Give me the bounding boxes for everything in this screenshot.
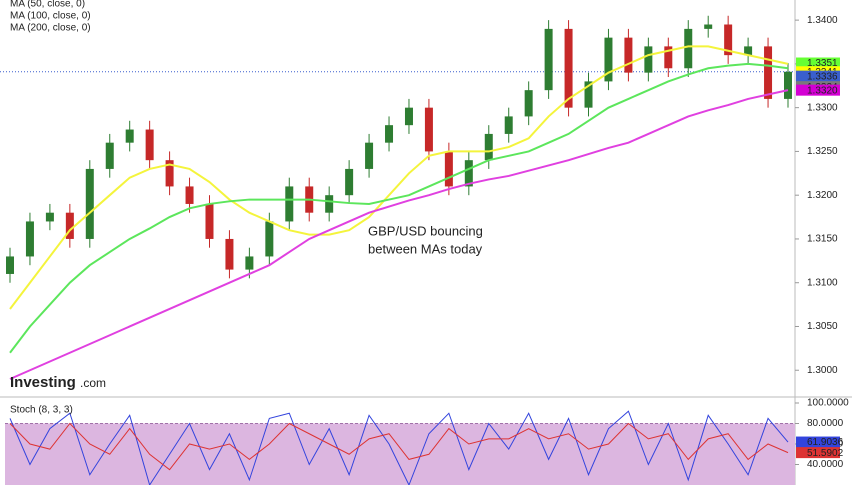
candle-body <box>404 107 413 126</box>
price-tag <box>796 84 840 96</box>
panel-title: Stoch (8, 3, 3) <box>10 405 73 416</box>
price-tag-label: 61.9036 <box>807 437 844 448</box>
candle-body <box>504 116 513 134</box>
y-tick-label: 1.3300 <box>807 102 838 113</box>
candle-body <box>584 81 593 108</box>
candle-body <box>524 90 533 117</box>
y-tick-label: 80.0000 <box>807 418 844 429</box>
price-tag <box>796 447 840 459</box>
candle-body <box>125 129 134 143</box>
y-tick-label: 1.3100 <box>807 277 838 288</box>
candle-body <box>385 125 394 143</box>
candle-body <box>145 129 154 161</box>
y-tick-label: 1.3050 <box>807 321 838 332</box>
candle-body <box>325 195 334 213</box>
candle-body <box>764 46 773 99</box>
moving-average-line <box>9 89 789 380</box>
price-tag-label: 1.3351 <box>807 58 838 69</box>
candle-body <box>704 24 713 29</box>
candle-body <box>205 203 214 239</box>
price-tag-label: 1.3336 <box>807 71 838 82</box>
candle-body <box>664 46 673 69</box>
candle-body <box>464 160 473 187</box>
candle-body <box>345 168 354 196</box>
candle-body <box>624 37 633 73</box>
candle-body <box>564 28 573 108</box>
price-tag <box>796 57 840 69</box>
candle-body <box>25 221 34 257</box>
y-tick-label: 40.0000 <box>807 459 844 470</box>
price-tag <box>796 436 840 448</box>
candle-body <box>105 142 114 169</box>
logo-suffix: .com <box>80 376 106 390</box>
candle-body <box>644 46 653 73</box>
candle-body <box>604 37 613 82</box>
candle-body <box>225 238 234 270</box>
candle-body <box>245 256 254 270</box>
annotation: between MAs today <box>368 241 483 256</box>
candle-body <box>65 212 74 239</box>
price-tag-label: 1.3320 <box>807 85 838 96</box>
oscillator-line <box>9 422 789 471</box>
y-tick-label: 100.0000 <box>807 398 849 409</box>
price-tag <box>796 70 840 82</box>
candle-body <box>6 256 14 274</box>
y-tick-label: 1.3000 <box>807 365 838 376</box>
y-tick-label: 1.3400 <box>807 15 838 26</box>
candle-body <box>365 142 374 169</box>
y-tick-label: 1.3150 <box>807 234 838 245</box>
candle-body <box>265 221 274 257</box>
candle-body <box>45 212 54 222</box>
candle-body <box>784 71 792 99</box>
oscillator-line <box>9 410 789 485</box>
candle-body <box>544 28 553 91</box>
candle-body <box>424 107 433 152</box>
y-tick-label: 1.3200 <box>807 190 838 201</box>
price-tag-label: 51.5902 <box>807 448 844 459</box>
legend-entry: MA (100, close, 0) <box>10 11 91 22</box>
annotation: GBP/USD bouncing <box>368 223 483 238</box>
candle-body <box>285 186 294 222</box>
candle-body <box>185 186 194 204</box>
y-tick-label: 1.3250 <box>807 146 838 157</box>
moving-average-line <box>9 62 789 354</box>
oscillator-band <box>5 423 795 485</box>
candle-body <box>484 133 493 161</box>
candle-body <box>165 160 174 187</box>
logo: Investing <box>10 374 76 391</box>
legend-entry: MA (200, close, 0) <box>10 23 91 34</box>
candle-body <box>85 168 94 239</box>
candle-body <box>744 46 753 56</box>
legend-entry: MA (50, close, 0) <box>10 0 85 10</box>
candle-body <box>684 28 693 69</box>
candle-body <box>444 151 453 187</box>
moving-average-line <box>9 45 789 310</box>
candle-body <box>724 24 733 56</box>
